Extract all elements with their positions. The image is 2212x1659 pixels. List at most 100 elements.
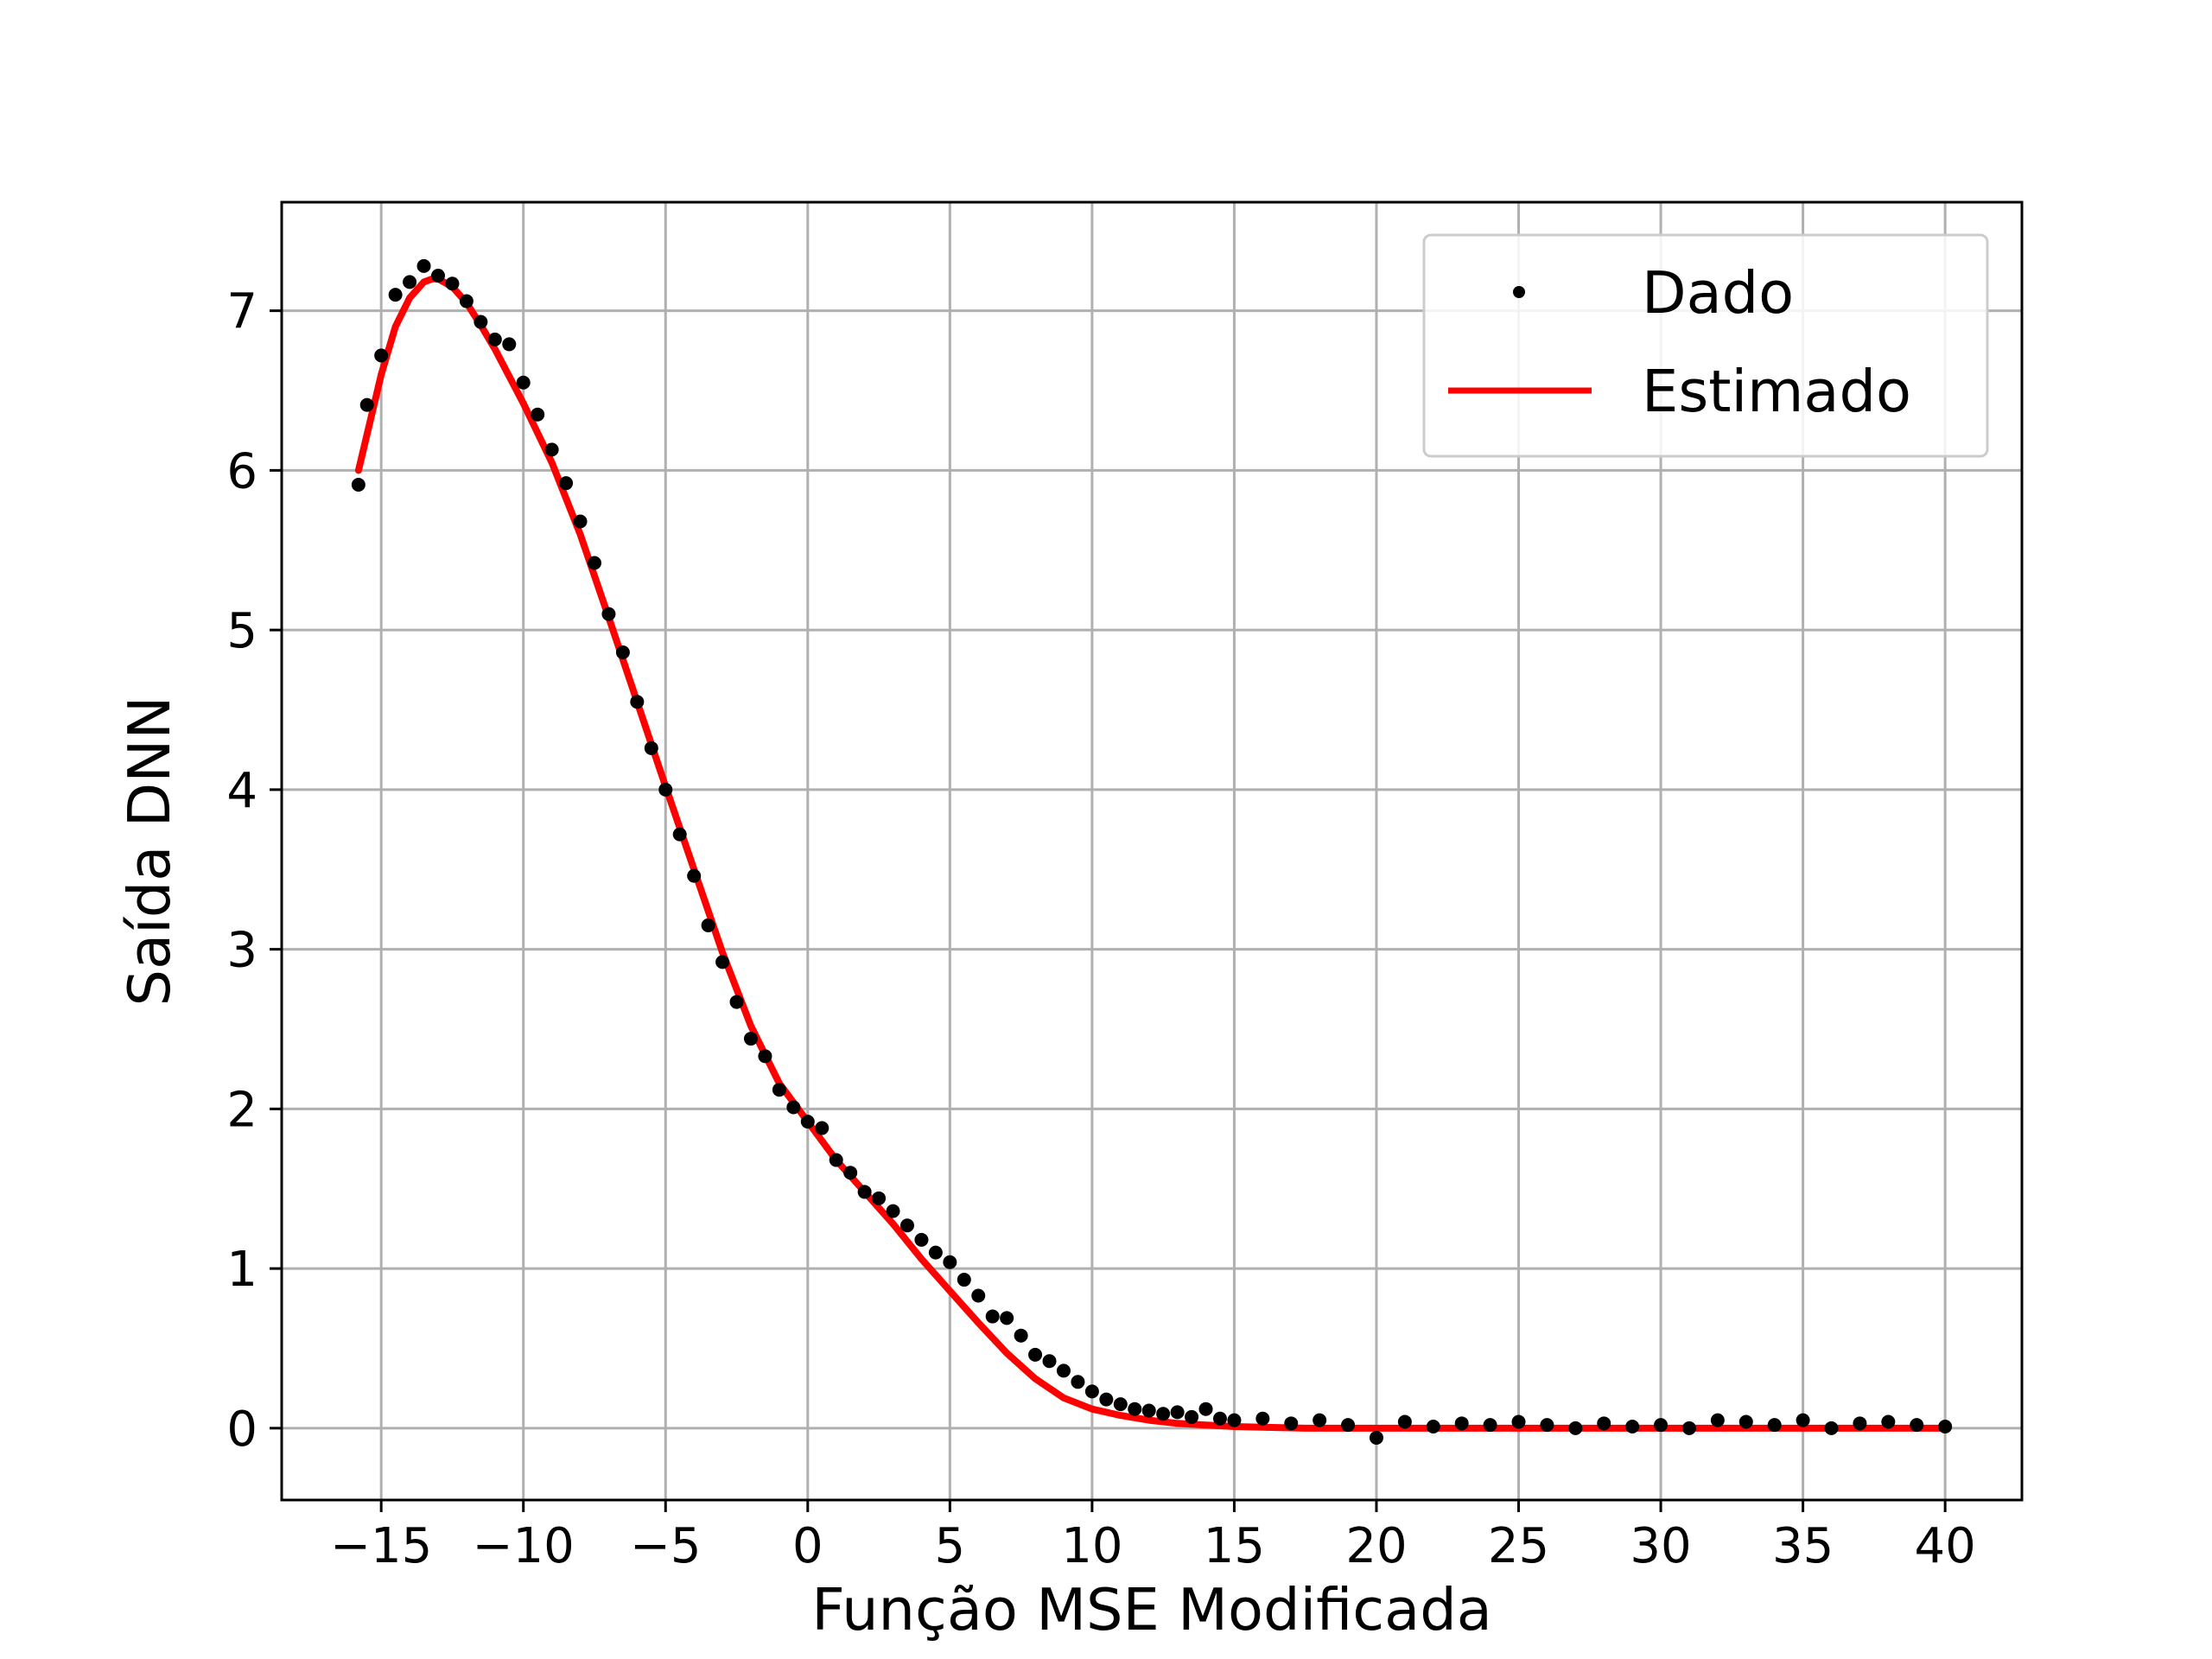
data-point [1255, 1411, 1270, 1426]
y-tick-label: 0 [226, 1402, 257, 1458]
data-point [1767, 1418, 1782, 1433]
data-point [502, 337, 517, 352]
data-point [1000, 1311, 1014, 1325]
x-tick-label: 10 [1061, 1518, 1122, 1574]
data-point [772, 1083, 786, 1097]
data-point [1284, 1416, 1299, 1431]
data-point [630, 695, 645, 709]
data-point [971, 1288, 986, 1303]
data-point [1738, 1414, 1753, 1429]
data-point [1099, 1392, 1114, 1407]
axes-frame [280, 200, 2024, 1502]
data-point [1141, 1403, 1156, 1418]
data-point [1071, 1375, 1085, 1389]
data-point [445, 276, 460, 291]
x-tick-label: 25 [1488, 1518, 1549, 1574]
data-point [1341, 1418, 1356, 1433]
data-point [829, 1153, 843, 1167]
legend-label-estimado: Estimado [1642, 358, 1911, 425]
x-tick-label: 20 [1345, 1518, 1407, 1574]
data-point [516, 375, 531, 390]
data-point [843, 1166, 858, 1180]
y-tick-label: 4 [226, 763, 257, 819]
x-tick-label: −15 [330, 1518, 432, 1574]
data-point [403, 275, 417, 289]
data-point [1113, 1397, 1128, 1412]
data-point [388, 288, 403, 302]
x-tick-label: 40 [1915, 1518, 1976, 1574]
data-point [886, 1204, 900, 1218]
legend: Dado Estimado [1422, 233, 1989, 458]
data-point [559, 476, 574, 491]
data-point [459, 294, 474, 308]
data-point [1540, 1418, 1554, 1433]
data-point [815, 1121, 830, 1135]
data-point [573, 514, 588, 529]
data-point [1156, 1407, 1171, 1421]
data-point [1938, 1420, 1953, 1434]
data-point [644, 741, 658, 755]
data-point [743, 1032, 758, 1046]
data-point [1710, 1413, 1725, 1427]
data-point [1014, 1328, 1028, 1343]
data-point [872, 1191, 887, 1205]
x-tick-label: −5 [630, 1518, 702, 1574]
y-tick-label: 6 [226, 443, 257, 499]
data-point [1313, 1413, 1327, 1427]
data-point [1796, 1413, 1810, 1427]
legend-label-dado: Dado [1642, 259, 1794, 327]
data-point [1028, 1347, 1043, 1362]
x-tick-label: 15 [1204, 1518, 1265, 1574]
y-tick-label: 1 [226, 1242, 257, 1298]
data-point [1454, 1416, 1469, 1431]
data-point [1910, 1418, 1924, 1433]
y-tick-label: 2 [226, 1082, 257, 1138]
data-point [1369, 1430, 1383, 1445]
y-tick-label: 3 [226, 923, 257, 979]
data-point [601, 607, 616, 621]
data-point [1568, 1421, 1583, 1435]
data-point [1042, 1354, 1057, 1369]
data-point [1654, 1418, 1669, 1433]
x-tick-label: 30 [1630, 1518, 1691, 1574]
x-tick-label: 35 [1772, 1518, 1834, 1574]
data-point [615, 645, 630, 659]
data-point [416, 258, 431, 273]
data-point [758, 1049, 772, 1064]
data-point [672, 827, 687, 842]
y-tick-label: 7 [226, 284, 257, 340]
data-point [1426, 1420, 1440, 1434]
data-point [351, 478, 365, 493]
data-point [786, 1100, 801, 1115]
data-point [359, 397, 374, 412]
data-point [658, 782, 673, 797]
data-point [1681, 1421, 1696, 1435]
data-point [1511, 1414, 1526, 1429]
data-point [544, 442, 559, 457]
data-point [1597, 1416, 1611, 1431]
data-point [985, 1309, 1000, 1324]
data-point [531, 407, 545, 422]
y-axis-label: Saída DNN [116, 696, 183, 1007]
x-tick-label: −10 [473, 1518, 575, 1574]
x-tick-label: 0 [792, 1518, 823, 1574]
plot-area [351, 258, 1953, 1445]
y-tick-label: 5 [226, 603, 257, 659]
legend-box [1422, 233, 1989, 458]
data-point [899, 1218, 914, 1233]
data-point [800, 1115, 815, 1129]
data-point [430, 268, 445, 283]
legend-marker-dado [1513, 286, 1525, 298]
data-point [1483, 1418, 1497, 1433]
data-point [1853, 1416, 1867, 1431]
data-point [957, 1273, 971, 1287]
data-point [1824, 1421, 1839, 1435]
data-point [1397, 1414, 1412, 1429]
data-point [1198, 1402, 1213, 1416]
data-point [914, 1232, 929, 1247]
x-axis: −15 −10 −5 0 5 10 15 20 25 30 35 40 [330, 1500, 1976, 1574]
data-point [1881, 1414, 1896, 1429]
data-point [715, 955, 730, 969]
data-point [1170, 1405, 1185, 1420]
